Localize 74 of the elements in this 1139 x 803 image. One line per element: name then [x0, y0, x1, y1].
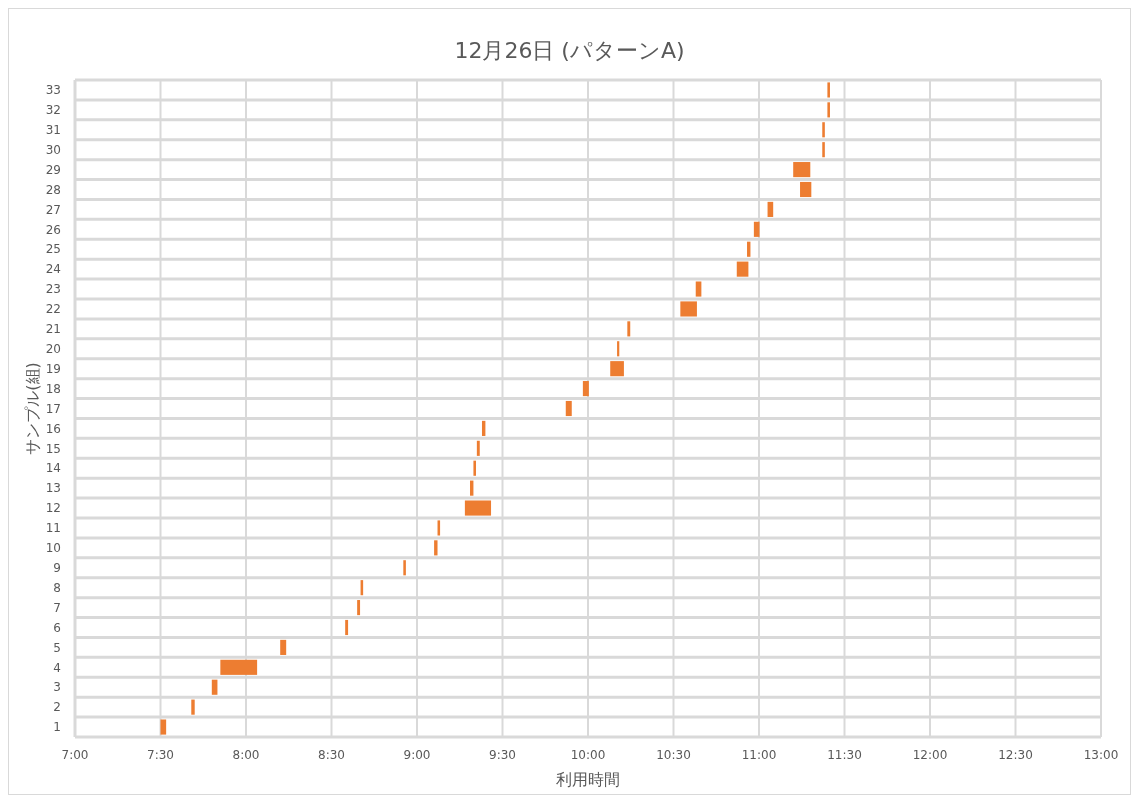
- y-tick-label: 27: [45, 202, 61, 217]
- bar: [610, 361, 624, 377]
- y-tick-label: 6: [53, 620, 61, 635]
- bar: [473, 460, 476, 476]
- y-tick-label: 17: [45, 401, 61, 416]
- bar: [357, 600, 361, 616]
- y-tick-label: 18: [45, 381, 61, 396]
- bar: [822, 122, 825, 138]
- bar: [753, 221, 760, 237]
- x-tick-label: 8:00: [232, 748, 260, 762]
- bar: [582, 381, 589, 397]
- bar: [800, 181, 812, 198]
- y-tick-label: 22: [45, 302, 61, 317]
- y-tick-label: 16: [45, 421, 61, 436]
- y-tick-label: 19: [45, 361, 61, 376]
- y-tick-label: 21: [45, 322, 61, 337]
- bar: [627, 321, 631, 337]
- y-tick-label: 24: [45, 262, 61, 277]
- y-tick-label: 29: [45, 162, 61, 177]
- y-tick-label: 30: [45, 142, 61, 157]
- x-tick-label: 12:00: [912, 748, 948, 762]
- bar: [220, 659, 258, 675]
- chart-title: 12月26日 (パターンA): [454, 38, 685, 63]
- x-tick-label: 9:00: [403, 748, 431, 762]
- x-tick-label: 10:00: [570, 748, 606, 762]
- bar: [280, 639, 287, 655]
- bar: [736, 261, 749, 277]
- x-tick-label: 8:30: [318, 748, 345, 762]
- y-tick-label: 12: [45, 501, 61, 516]
- bar: [695, 281, 702, 297]
- bar: [191, 699, 195, 715]
- x-tick-label: 7:00: [61, 748, 89, 762]
- y-tick-label: 5: [53, 640, 61, 655]
- x-tick-label: 11:30: [827, 748, 862, 762]
- y-tick-label: 31: [45, 122, 61, 137]
- y-tick-label: 33: [45, 83, 61, 98]
- y-tick-label: 32: [45, 103, 61, 118]
- x-tick-label: 11:00: [741, 748, 777, 762]
- y-tick-label: 8: [53, 580, 61, 595]
- bar: [345, 619, 349, 636]
- y-tick-label: 1: [53, 720, 61, 735]
- y-tick-label: 26: [45, 222, 61, 237]
- bar: [476, 440, 480, 456]
- bar: [464, 500, 492, 516]
- y-tick-label: 28: [45, 182, 61, 197]
- y-tick-label: 23: [45, 282, 61, 297]
- y-tick-label: 3: [53, 680, 61, 695]
- x-axis-title: 利用時間: [556, 770, 620, 789]
- y-tick-label: 11: [45, 521, 61, 536]
- y-tick-label: 10: [45, 541, 61, 556]
- x-tick-label: 12:30: [998, 748, 1033, 762]
- x-tick-label: 9:30: [489, 748, 516, 762]
- bar: [822, 142, 825, 158]
- y-tick-label: 7: [53, 600, 61, 615]
- x-tick-label: 13:00: [1083, 748, 1119, 762]
- y-tick-label: 9: [53, 560, 61, 575]
- y-tick-label: 4: [53, 660, 61, 675]
- y-tick-label: 2: [53, 700, 61, 715]
- bar: [565, 400, 572, 417]
- y-tick-label: 20: [45, 341, 61, 356]
- bar: [160, 719, 167, 735]
- bar: [680, 301, 697, 317]
- bar: [827, 102, 830, 118]
- y-tick-label: 25: [45, 242, 61, 257]
- bar: [434, 540, 438, 556]
- bar: [827, 82, 830, 98]
- bar: [793, 162, 811, 178]
- y-axis-title: サンプル(組): [23, 362, 42, 455]
- bar: [403, 560, 406, 576]
- y-tick-label: 14: [45, 461, 61, 476]
- x-tick-label: 10:30: [656, 748, 691, 762]
- x-tick-label: 7:30: [147, 748, 174, 762]
- y-tick-label: 15: [45, 441, 61, 456]
- y-tick-label: 13: [45, 481, 61, 496]
